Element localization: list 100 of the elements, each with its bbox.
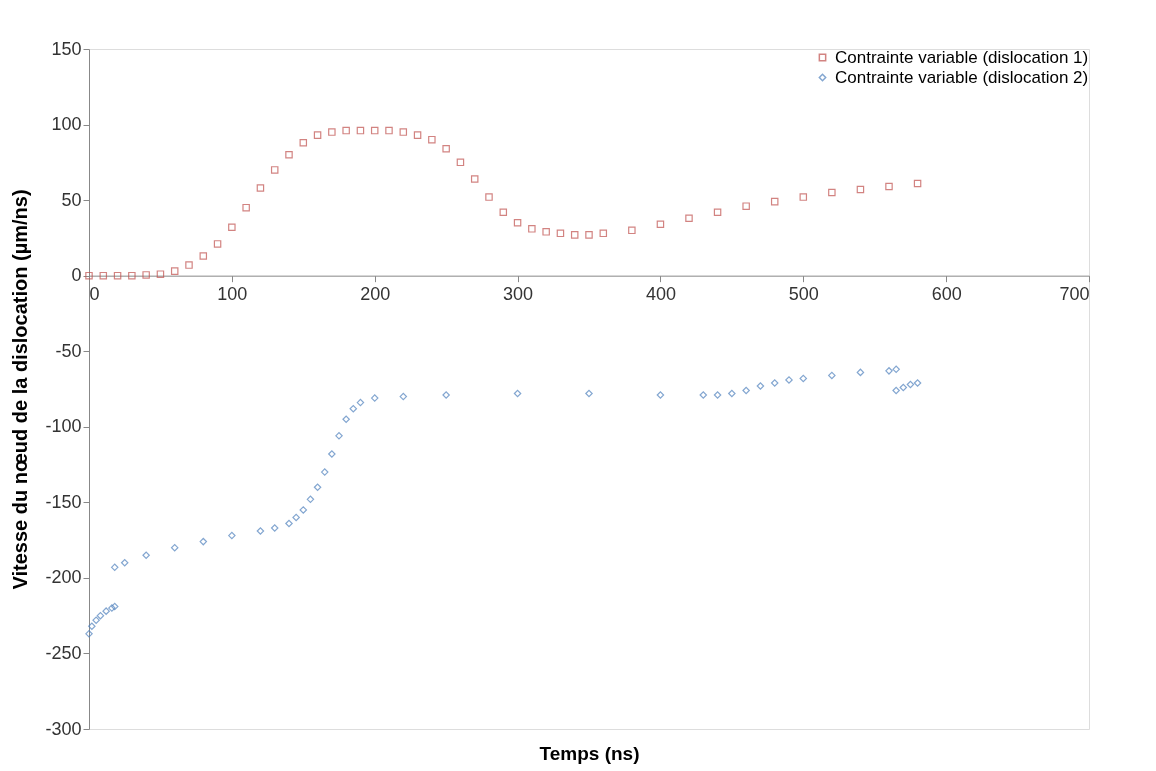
point xyxy=(370,394,379,402)
y-tick-label: 50 xyxy=(61,189,82,210)
point xyxy=(470,175,479,183)
y-tick-label: 150 xyxy=(51,38,82,59)
point xyxy=(328,128,336,136)
x-tick-label: 500 xyxy=(788,284,819,305)
point xyxy=(142,551,150,559)
legend-label: Contrainte variable (dislocation 2) xyxy=(835,67,1089,87)
y-tick-label: -150 xyxy=(45,491,82,512)
point xyxy=(102,607,110,615)
y-tick-label: -50 xyxy=(55,340,82,361)
point xyxy=(756,382,765,390)
y-tick-label: 100 xyxy=(51,114,82,135)
point xyxy=(413,131,422,139)
point xyxy=(108,604,116,612)
point xyxy=(528,225,536,233)
point xyxy=(513,389,522,398)
point xyxy=(442,144,450,153)
point xyxy=(170,267,179,275)
point xyxy=(292,513,300,522)
point xyxy=(742,386,750,395)
point xyxy=(442,391,450,399)
point xyxy=(313,483,322,491)
x-tick-label: 400 xyxy=(645,284,676,305)
point xyxy=(828,371,836,380)
point xyxy=(770,379,779,387)
point xyxy=(92,616,100,624)
point xyxy=(656,220,665,229)
point xyxy=(685,214,693,223)
point xyxy=(88,622,96,631)
point xyxy=(742,202,750,210)
point xyxy=(313,131,322,139)
point xyxy=(99,271,108,280)
point xyxy=(270,166,279,174)
point xyxy=(370,126,379,135)
point xyxy=(170,543,179,552)
x-tick-label: 200 xyxy=(360,284,391,305)
point xyxy=(285,519,293,528)
point xyxy=(199,252,208,260)
point xyxy=(906,380,915,389)
point xyxy=(628,226,636,235)
point xyxy=(110,563,119,572)
legend-label: Contrainte variable (dislocation 1) xyxy=(835,47,1089,67)
point xyxy=(799,374,808,383)
y-tick-label: 0 xyxy=(71,265,82,286)
point xyxy=(892,386,900,395)
point xyxy=(728,389,736,398)
point xyxy=(228,223,236,232)
point xyxy=(913,379,922,387)
point xyxy=(456,158,465,167)
point xyxy=(113,271,122,280)
x-axis-title: Temps (ns) xyxy=(539,742,640,764)
point xyxy=(913,179,922,188)
point xyxy=(228,531,236,540)
point xyxy=(513,219,522,227)
point xyxy=(570,231,579,239)
point xyxy=(335,432,343,440)
point xyxy=(428,135,436,144)
point xyxy=(356,126,365,135)
point xyxy=(120,559,129,567)
point xyxy=(342,126,350,135)
point xyxy=(656,391,665,399)
point xyxy=(713,391,722,399)
point xyxy=(299,138,308,147)
x-tick-label: 100 xyxy=(217,284,248,305)
point xyxy=(585,389,593,398)
point xyxy=(185,261,193,269)
y-axis-title: Vitesse du nœud de la dislocation (µm/ns) xyxy=(9,189,32,590)
point xyxy=(785,376,793,384)
point xyxy=(856,368,865,377)
point xyxy=(128,271,136,280)
point xyxy=(306,495,315,504)
point xyxy=(356,398,365,407)
x-tick-label: 700 xyxy=(1059,284,1090,305)
x-tick-label: 300 xyxy=(503,284,534,305)
x-tick-label: 0 xyxy=(89,284,100,305)
point xyxy=(242,203,250,212)
y-tick-label: -300 xyxy=(45,718,82,739)
point xyxy=(270,524,279,532)
point xyxy=(399,392,408,401)
point xyxy=(156,270,165,278)
point xyxy=(892,365,900,374)
point xyxy=(349,404,358,413)
point xyxy=(542,228,550,236)
point xyxy=(899,383,908,392)
y-tick-label: -200 xyxy=(45,567,82,588)
point xyxy=(885,367,893,375)
point xyxy=(320,468,329,476)
point xyxy=(342,415,350,423)
point xyxy=(256,527,265,535)
point xyxy=(885,182,893,191)
point xyxy=(699,391,708,399)
y-tick-label: -250 xyxy=(45,642,82,663)
point xyxy=(299,506,308,514)
point xyxy=(599,229,608,238)
point xyxy=(556,229,565,238)
point xyxy=(110,602,119,611)
point xyxy=(142,271,150,279)
point xyxy=(256,184,265,192)
point xyxy=(328,450,336,458)
